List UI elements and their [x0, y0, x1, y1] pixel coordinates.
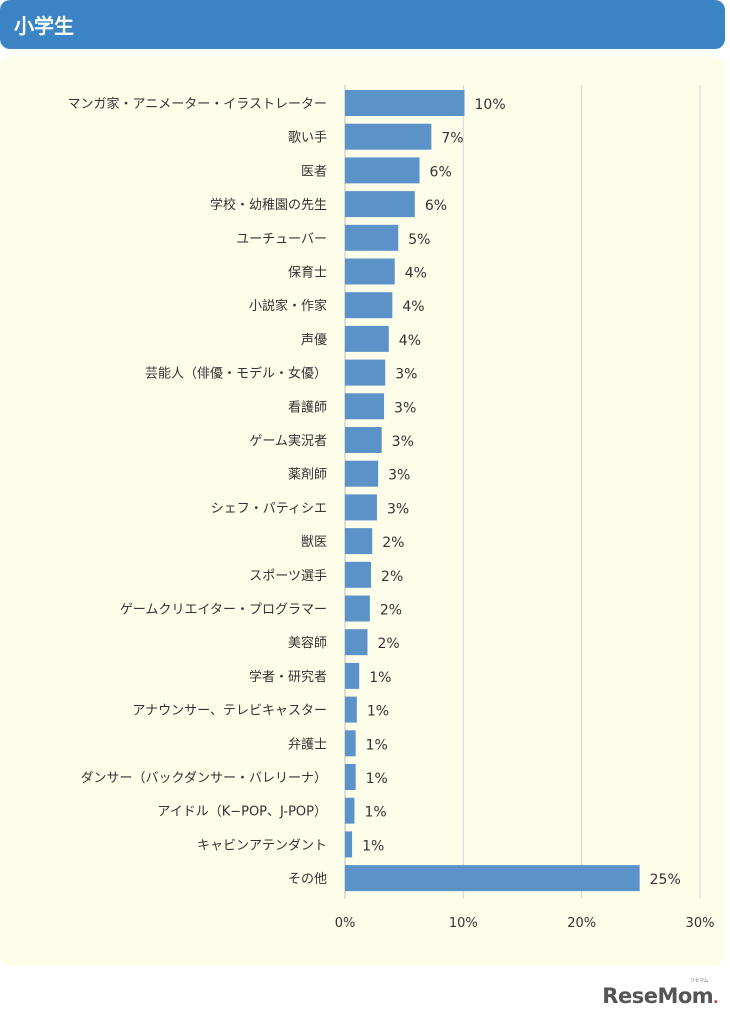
- category-label-17: 学者・研究者: [249, 669, 327, 685]
- category-label-20: ダンサー（バックダンサー・バレリーナ）: [81, 771, 327, 786]
- value-label-6: 4%: [402, 299, 424, 315]
- page-title: 小学生: [14, 14, 74, 38]
- bar-9: [345, 393, 385, 420]
- category-label-1: 歌い手: [288, 131, 327, 146]
- category-label-2: 医者: [301, 164, 327, 179]
- value-label-13: 2%: [382, 535, 404, 551]
- bar-20: [345, 764, 356, 790]
- value-label-3: 6%: [425, 198, 447, 214]
- value-label-2: 6%: [430, 164, 452, 180]
- bar-14: [345, 561, 372, 588]
- bar-16: [345, 629, 368, 656]
- header-bar: 小学生: [0, 0, 725, 49]
- category-label-4: ユーチューバー: [236, 232, 327, 247]
- category-label-18: アナウンサー、テレビキャスター: [132, 704, 327, 719]
- value-label-21: 1%: [364, 805, 386, 821]
- value-label-19: 1%: [366, 737, 388, 753]
- bar-1: [345, 123, 432, 150]
- bar-10: [345, 427, 382, 453]
- bar-5: [345, 258, 395, 285]
- x-tick-label-3: 30%: [686, 916, 715, 931]
- bar-6: [345, 292, 393, 319]
- value-label-22: 1%: [362, 838, 384, 854]
- category-label-10: ゲーム実況者: [249, 433, 327, 449]
- bar-15: [345, 595, 370, 622]
- value-label-5: 4%: [405, 266, 427, 282]
- bar-4: [345, 224, 399, 251]
- x-tick-label-0: 0%: [335, 916, 356, 931]
- value-label-14: 2%: [381, 569, 403, 585]
- category-label-0: マンガ家・アニメーター・イラストレーター: [68, 96, 327, 112]
- x-tick-label-1: 10%: [449, 916, 478, 931]
- value-label-10: 3%: [392, 434, 414, 450]
- category-label-16: 美容師: [288, 635, 327, 651]
- category-label-7: 声優: [301, 333, 327, 348]
- category-label-23: その他: [288, 872, 327, 887]
- category-label-5: 保育士: [288, 265, 327, 281]
- bar-7: [345, 325, 389, 352]
- category-label-15: ゲームクリエイター・プログラマー: [120, 603, 327, 618]
- bar-13: [345, 528, 373, 555]
- bar-2: [345, 157, 420, 184]
- resemom-logo: リセマム ReseMom.: [602, 978, 718, 1008]
- category-label-21: アイドル（K−POP、J-POP）: [157, 805, 327, 820]
- category-label-8: 芸能人（俳優・モデル・女優）: [145, 366, 327, 382]
- bar-21: [345, 797, 355, 824]
- bar-18: [345, 696, 357, 723]
- category-label-14: スポーツ選手: [249, 569, 327, 584]
- value-label-7: 4%: [399, 333, 421, 349]
- bar-3: [345, 191, 415, 218]
- value-label-15: 2%: [380, 603, 402, 619]
- value-label-11: 3%: [388, 468, 410, 484]
- value-label-18: 1%: [367, 704, 389, 720]
- bar-17: [345, 662, 360, 689]
- category-label-13: 獣医: [301, 535, 327, 550]
- bar-23: [345, 865, 640, 892]
- value-label-9: 3%: [394, 400, 416, 416]
- x-tick-label-2: 20%: [567, 916, 596, 931]
- category-label-11: 薬剤師: [288, 467, 327, 483]
- value-label-12: 3%: [387, 501, 409, 517]
- logo-kana: リセマム: [689, 978, 709, 984]
- value-label-1: 7%: [441, 131, 463, 147]
- category-label-6: 小説家・作家: [249, 298, 327, 314]
- value-label-17: 1%: [369, 670, 391, 686]
- bar-0: [345, 90, 465, 116]
- category-label-3: 学校・幼稚園の先生: [210, 197, 327, 213]
- bar-19: [345, 730, 356, 757]
- category-label-19: 弁護士: [288, 736, 327, 752]
- bar-11: [345, 460, 379, 487]
- category-label-9: 看護師: [288, 399, 327, 415]
- bar-8: [345, 359, 386, 386]
- category-label-12: シェフ・パティシエ: [211, 501, 327, 516]
- category-label-22: キャビンアテンダント: [197, 838, 327, 853]
- value-label-16: 2%: [377, 636, 399, 652]
- bar-12: [345, 494, 377, 521]
- logo-text: ReseMom: [602, 984, 714, 1008]
- bar-22: [345, 831, 353, 858]
- value-label-4: 5%: [408, 232, 430, 248]
- value-label-23: 25%: [650, 872, 681, 888]
- value-label-0: 10%: [475, 97, 506, 113]
- value-label-8: 3%: [395, 367, 417, 383]
- value-label-20: 1%: [366, 771, 388, 787]
